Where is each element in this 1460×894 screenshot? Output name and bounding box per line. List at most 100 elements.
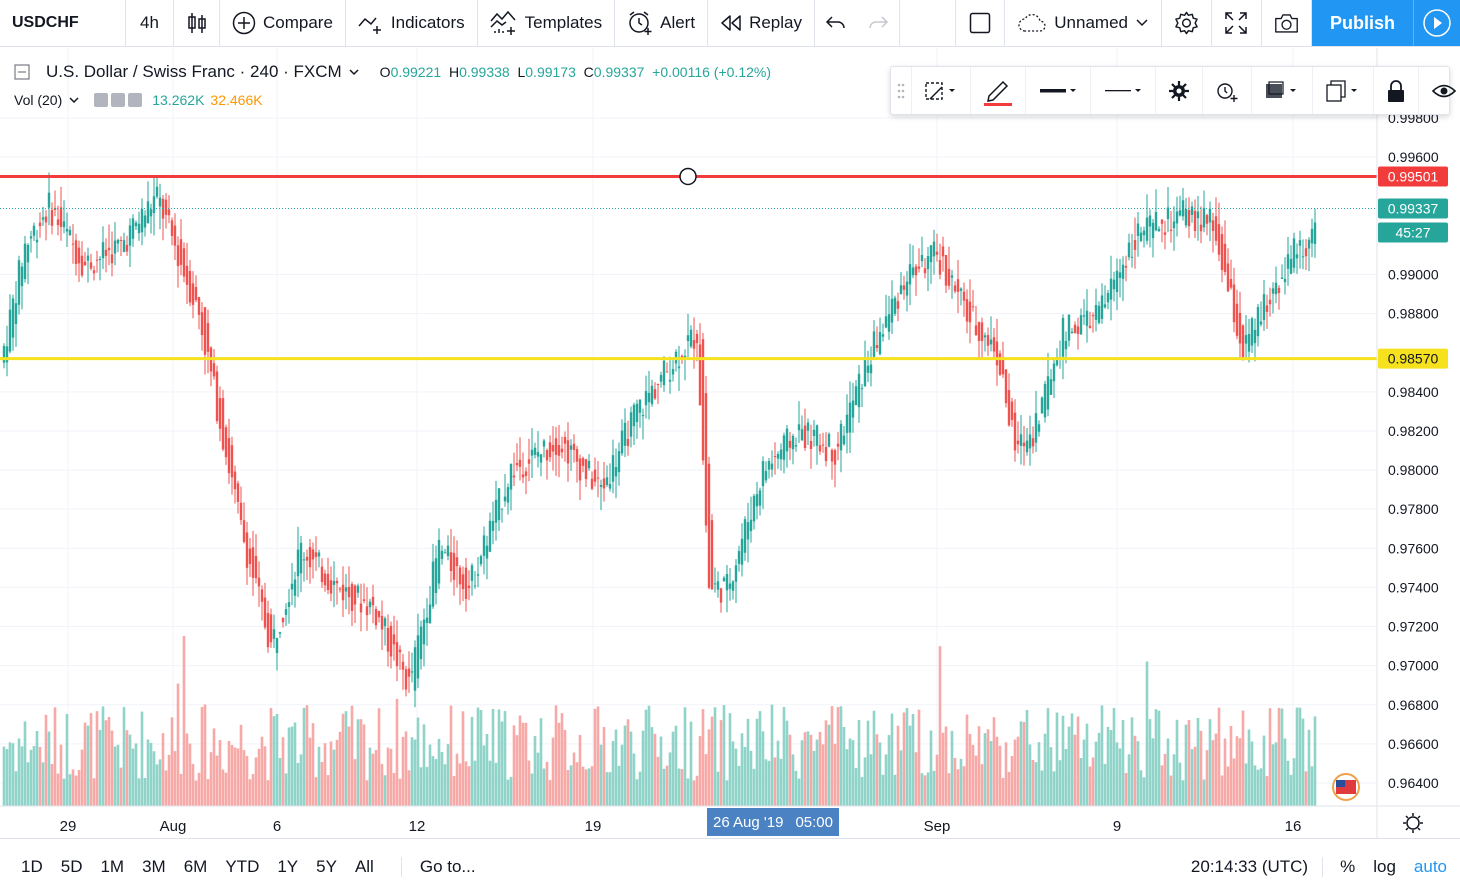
- utc-clock[interactable]: 20:14:33 (UTC): [1182, 856, 1324, 877]
- range-button-ytd[interactable]: YTD: [225, 856, 260, 876]
- candle-body: [896, 301, 900, 309]
- drag-handle[interactable]: [891, 67, 912, 114]
- settings-button[interactable]: [1162, 0, 1212, 46]
- volume-bar: [581, 766, 585, 806]
- template-button[interactable]: [912, 67, 971, 114]
- volume-bar: [536, 752, 540, 806]
- volume-bar: [191, 764, 195, 806]
- volume-bar: [449, 705, 453, 806]
- line-width-button[interactable]: [1026, 67, 1091, 114]
- fullscreen-button[interactable]: [1212, 0, 1262, 46]
- candle-body: [467, 585, 471, 589]
- candle-body: [965, 299, 969, 322]
- visual-order-button[interactable]: [1252, 67, 1313, 114]
- candle-body: [809, 440, 813, 450]
- clone-button[interactable]: [1313, 67, 1374, 114]
- percent-toggle[interactable]: %: [1331, 857, 1364, 877]
- log-toggle[interactable]: log: [1364, 857, 1405, 877]
- candle-body: [1295, 254, 1299, 259]
- candle-body: [290, 583, 294, 590]
- volume-bar: [1226, 766, 1230, 806]
- volume-bar: [461, 711, 465, 806]
- publish-video-button[interactable]: [1413, 0, 1460, 46]
- candle-body: [554, 438, 558, 455]
- undo-button[interactable]: [815, 0, 857, 46]
- drawing-settings-button[interactable]: [1156, 67, 1203, 114]
- volume-label[interactable]: Vol (20): [14, 92, 63, 108]
- chevron-down-icon[interactable]: [68, 95, 80, 105]
- volume-bar: [437, 738, 441, 806]
- alert-button[interactable]: Alert: [615, 0, 709, 46]
- candle-body: [833, 450, 837, 465]
- snapshot-button[interactable]: [1262, 0, 1312, 46]
- chevron-down-icon[interactable]: [348, 67, 360, 77]
- volume-bar: [236, 748, 240, 806]
- goto-button[interactable]: Go to...: [400, 856, 485, 877]
- hide-button[interactable]: [1419, 67, 1460, 114]
- candle-body: [155, 186, 159, 197]
- candle-body: [641, 414, 645, 417]
- alarm-clock-icon: [629, 11, 652, 35]
- candle-body: [545, 450, 549, 461]
- symbol-search[interactable]: USDCHF: [0, 0, 126, 46]
- volume-bar: [275, 714, 279, 806]
- volume-bar: [458, 763, 462, 806]
- close-icon[interactable]: [128, 93, 143, 107]
- volume-bar: [452, 775, 456, 806]
- volume-bar: [1067, 726, 1071, 806]
- candle-body: [464, 567, 468, 599]
- collapse-icon[interactable]: [14, 64, 30, 80]
- layout-select-button[interactable]: [955, 0, 1006, 46]
- volume-bar: [224, 772, 228, 806]
- legend-title[interactable]: U.S. Dollar / Swiss Franc · 240 · FXCM: [46, 62, 342, 81]
- gear-icon[interactable]: [111, 93, 126, 107]
- volume-bar: [506, 779, 510, 806]
- range-button-5y[interactable]: 5Y: [316, 856, 337, 876]
- candle-body: [1088, 325, 1092, 329]
- chart-area[interactable]: 0.96400 0.96600 0.96800 0.97000 0.97200 0.974…: [0, 48, 1460, 838]
- templates-button[interactable]: Templates: [478, 0, 616, 46]
- range-button-1d[interactable]: 1D: [21, 856, 43, 876]
- candle-body: [920, 254, 924, 262]
- interval-button[interactable]: 4h: [126, 0, 174, 46]
- redo-button[interactable]: [857, 0, 900, 46]
- axis-settings-icon[interactable]: [1403, 813, 1423, 833]
- gear-icon: [1169, 80, 1189, 101]
- range-button-all[interactable]: All: [354, 856, 374, 876]
- candle-body: [323, 573, 327, 586]
- candle-body: [314, 552, 318, 557]
- volume-bar: [215, 755, 219, 806]
- volume-bar: [647, 705, 651, 806]
- publish-button[interactable]: Publish: [1311, 0, 1413, 46]
- replay-label: Replay: [749, 13, 802, 32]
- range-button-3m[interactable]: 3M: [142, 856, 166, 876]
- range-button-6m[interactable]: 6M: [183, 856, 208, 876]
- chart-type-button[interactable]: [174, 0, 220, 46]
- price-chart[interactable]: 0.96400 0.96600 0.96800 0.97000 0.97200 0.974…: [0, 48, 1460, 838]
- lock-button[interactable]: [1374, 67, 1419, 114]
- candle-body: [35, 239, 39, 243]
- volume-bar: [587, 768, 591, 806]
- volume-bar: [323, 743, 327, 806]
- range-button-5d[interactable]: 5D: [60, 856, 83, 876]
- add-alert-button[interactable]: [1203, 67, 1252, 114]
- replay-button[interactable]: Replay: [708, 0, 815, 46]
- volume-bar: [257, 748, 261, 806]
- candle-body: [521, 474, 525, 478]
- line-color-button[interactable]: [971, 67, 1026, 114]
- candle-body: [1109, 278, 1113, 300]
- range-button-1m[interactable]: 1M: [100, 856, 125, 876]
- candle-body: [188, 270, 192, 303]
- range-button-1y[interactable]: 1Y: [277, 856, 299, 876]
- indicators-button[interactable]: Indicators: [346, 0, 478, 46]
- auto-toggle[interactable]: auto: [1405, 857, 1456, 877]
- candle-body: [32, 225, 36, 236]
- layout-name-button[interactable]: Unnamed: [1005, 0, 1162, 46]
- line-style-button[interactable]: [1091, 67, 1156, 114]
- compare-button[interactable]: Compare: [220, 0, 346, 46]
- volume-bar: [467, 766, 471, 806]
- time-tick-label: 29: [60, 818, 77, 835]
- volume-bar: [131, 748, 135, 806]
- candle-body: [1160, 219, 1164, 224]
- eye-icon[interactable]: [94, 93, 109, 107]
